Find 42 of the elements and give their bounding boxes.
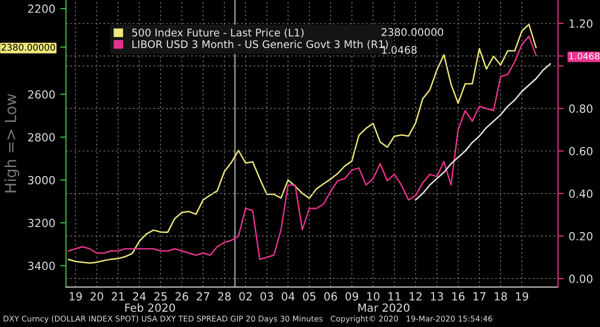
x-tick-label: 04 — [282, 292, 295, 301]
x-tick-label: 28 — [218, 292, 231, 301]
x-tick-label: 03 — [260, 292, 274, 301]
line-series — [414, 63, 551, 201]
x-tick-label: 11 — [388, 292, 400, 300]
annotation: 2380.00000 — [382, 28, 444, 36]
x-tick-label: 13 — [431, 292, 444, 301]
x-tick-label: 27 — [196, 292, 210, 300]
x-tick-label: 19 — [516, 292, 528, 301]
x-tick-label: 25 — [154, 292, 167, 301]
x-tick-label: 21 — [112, 292, 124, 300]
x-tick-label: 12 — [410, 292, 422, 300]
y2-tick-label: 0.20 — [569, 232, 592, 240]
y-tick-label: 3200 — [28, 218, 55, 228]
x-tick-label: 05 — [303, 292, 316, 301]
y2-tick-label: 0.40 — [569, 190, 592, 198]
y-tick-label: 2800 — [28, 133, 55, 142]
y2-tick-label: 1.0468 — [569, 52, 600, 60]
x-tick-label: 24 — [133, 292, 146, 300]
x-tick-label: 26 — [176, 292, 188, 301]
x-tick-label: 17 — [474, 292, 486, 300]
y-tick-label: 3400 — [28, 262, 55, 270]
x-tick-label: 02 — [239, 292, 252, 301]
y-tick-label: 2200 — [28, 4, 55, 13]
y2-tick-label: 0.00 — [569, 274, 592, 283]
y-axis-title: High => Low — [4, 94, 20, 192]
x-tick-label: 09 — [346, 292, 358, 301]
text: Feb 2020 — [125, 303, 175, 312]
x-tick-label: 18 — [494, 292, 507, 301]
legend-label: 500 Index Future - Last Price (L1) — [132, 28, 304, 38]
y2-tick-label: 1.20 — [570, 19, 592, 28]
x-tick-label: 16 — [452, 292, 464, 301]
x-tick-label: 06 — [324, 292, 337, 301]
y2-tick-label: 0.80 — [569, 104, 592, 113]
x-tick-label: 19 — [70, 292, 82, 301]
y-tick-label: 2600 — [28, 90, 55, 99]
text: Mar 2020 — [358, 303, 410, 312]
y-tick-label: 2380.00000 — [2, 44, 55, 51]
x-tick-label: 10 — [367, 292, 380, 301]
x-tick-label: 20 — [90, 292, 104, 301]
y2-tick-label: 0.60 — [569, 146, 592, 156]
y-tick-label: 3000 — [28, 176, 55, 184]
